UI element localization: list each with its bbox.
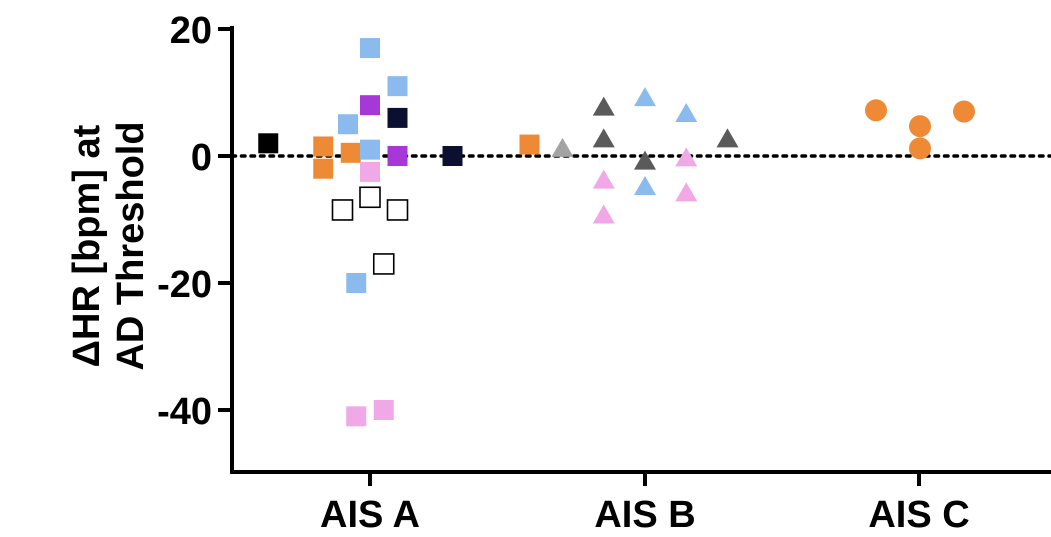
data-point-triangle	[592, 204, 615, 224]
y-tick-label: 0	[191, 137, 212, 179]
data-point-triangle	[592, 128, 615, 148]
data-point-square	[340, 142, 361, 163]
data-point-square	[258, 133, 279, 154]
data-point-square	[360, 95, 380, 116]
data-point-triangle	[551, 137, 574, 157]
data-point-triangle	[675, 147, 698, 167]
data-point-triangle	[675, 182, 698, 202]
y-tick-label: -20	[157, 264, 212, 306]
y-axis-title-line-1: ΔHR [bpm] at	[66, 124, 108, 367]
data-point-square	[373, 400, 394, 420]
data-point-triangle	[592, 169, 615, 189]
data-point-square	[360, 38, 380, 59]
data-point-square	[346, 273, 367, 293]
data-point-square	[313, 158, 334, 179]
data-point-circle	[909, 115, 931, 138]
data-point-square	[519, 134, 540, 155]
y-tick-label: -40	[157, 391, 212, 433]
data-point-triangle	[592, 96, 615, 116]
data-point-square	[387, 146, 408, 166]
data-point-square	[442, 146, 463, 166]
data-point-triangle	[716, 128, 739, 148]
data-point-square	[387, 107, 408, 128]
x-tick-label: AIS B	[594, 494, 695, 536]
x-tick-label: AIS C	[868, 494, 969, 536]
data-point-circle	[909, 137, 931, 160]
data-point-triangle	[675, 102, 698, 122]
y-axis-title: ΔHR [bpm] at AD Threshold	[66, 121, 152, 370]
data-point-square	[372, 253, 395, 275]
data-point-square	[346, 406, 367, 427]
axes	[218, 26, 1051, 486]
data-point-square	[360, 161, 380, 182]
data-point-triangle	[634, 150, 656, 170]
data-point-square	[331, 199, 354, 221]
data-point-triangle	[634, 87, 656, 107]
data-point-square	[386, 199, 409, 221]
data-point-square	[387, 76, 408, 97]
y-axis-title-line-2: AD Threshold	[110, 121, 152, 370]
data-point-square	[360, 139, 380, 160]
y-tick-label: 20	[170, 10, 212, 52]
data-point-square	[313, 136, 334, 157]
data-point-circle	[865, 99, 887, 122]
data-point-circle	[953, 100, 975, 123]
x-tick-label: AIS A	[320, 494, 420, 536]
data-points	[258, 38, 975, 427]
data-point-triangle	[634, 175, 656, 195]
data-point-square	[338, 114, 358, 135]
tick-labels: 20 0 -20 -40 AIS A AIS B AIS C	[157, 10, 970, 536]
data-point-square	[359, 186, 381, 209]
